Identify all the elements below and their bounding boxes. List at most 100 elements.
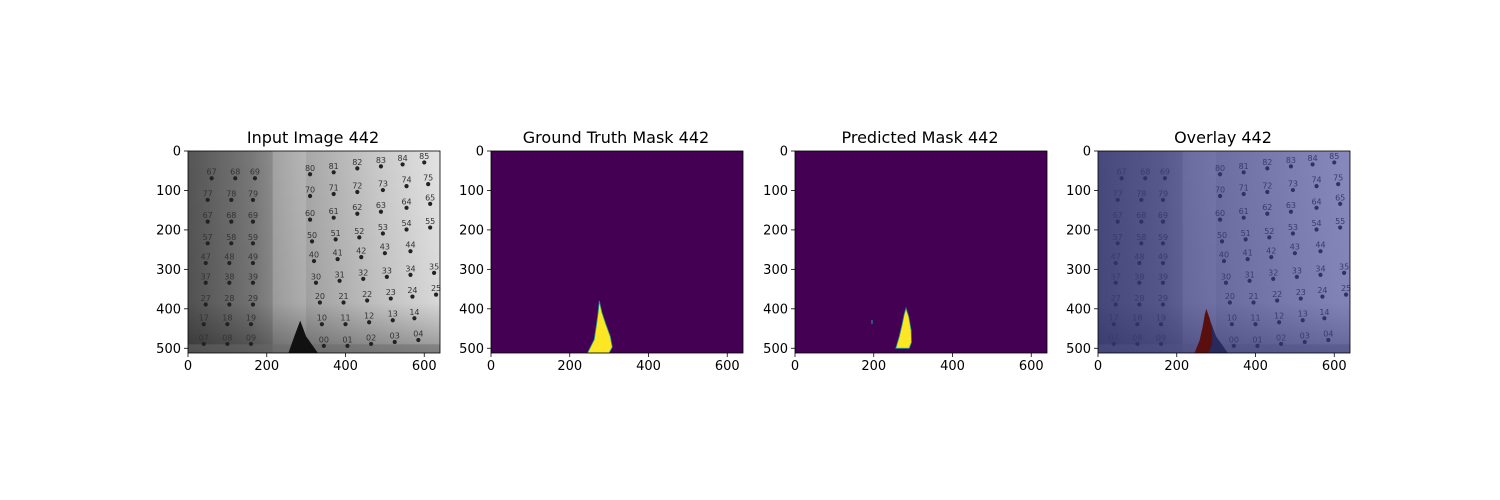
marker-dot bbox=[343, 322, 348, 327]
x-tick-label: 0 bbox=[791, 359, 799, 374]
marker-number: 00 bbox=[319, 335, 329, 344]
marker-number: 79 bbox=[248, 189, 258, 198]
marker-dot bbox=[250, 302, 256, 307]
marker-number: 54 bbox=[401, 219, 411, 228]
marker-number: 20 bbox=[315, 292, 325, 301]
marker-number: 43 bbox=[380, 243, 390, 252]
panel-title: Input Image 442 bbox=[247, 128, 379, 147]
marker-number: 28 bbox=[224, 294, 234, 303]
marker-dot bbox=[422, 160, 427, 165]
marker-dot bbox=[345, 343, 350, 348]
marker-dot bbox=[250, 280, 256, 285]
marker-number: 27 bbox=[201, 294, 211, 303]
y-tick-label: 300 bbox=[1066, 263, 1091, 278]
axes-frame bbox=[490, 150, 744, 354]
marker-number: 63 bbox=[376, 201, 386, 210]
marker-dot bbox=[209, 176, 214, 181]
marker-dot bbox=[368, 341, 374, 347]
marker-dot bbox=[250, 197, 256, 203]
marker-number: 58 bbox=[226, 233, 236, 242]
marker-dot bbox=[378, 164, 384, 169]
axes-frame bbox=[1097, 150, 1351, 354]
marker-number: 01 bbox=[342, 335, 352, 344]
marker-dot bbox=[319, 322, 324, 327]
marker-number: 33 bbox=[382, 266, 392, 275]
marker-number: 41 bbox=[333, 249, 343, 258]
marker-dot bbox=[428, 225, 433, 230]
axes: 0 200 400 600 0 100 200 300 400 500 bbox=[459, 145, 744, 374]
marker-number: 67 bbox=[207, 168, 217, 177]
marker-number: 51 bbox=[331, 229, 341, 238]
marker-number: 52 bbox=[354, 227, 364, 236]
marker-number: 23 bbox=[386, 288, 396, 297]
marker-dot bbox=[227, 260, 232, 266]
marker-dot bbox=[337, 278, 342, 283]
y-tick-label: 200 bbox=[459, 223, 484, 238]
axes: 0 200 400 600 0 100 200 300 400 500 bbox=[1066, 145, 1351, 374]
marker-number: 42 bbox=[356, 247, 366, 256]
marker-number: 48 bbox=[224, 253, 234, 262]
x-tick-label: 400 bbox=[940, 359, 965, 374]
marker-number: 21 bbox=[338, 292, 348, 301]
y-tick-label: 400 bbox=[156, 302, 181, 317]
marker-number: 80 bbox=[305, 164, 315, 173]
y-tick-label: 400 bbox=[459, 302, 484, 317]
x-tick-label: 200 bbox=[254, 359, 279, 374]
marker-number: 10 bbox=[317, 314, 327, 323]
marker-dot bbox=[309, 239, 315, 244]
marker-number: 18 bbox=[222, 314, 232, 323]
mask-speck bbox=[871, 319, 873, 324]
marker-dot bbox=[428, 201, 433, 206]
marker-number: 69 bbox=[250, 168, 260, 177]
marker-number: 37 bbox=[201, 272, 211, 281]
marker-number: 09 bbox=[246, 333, 256, 342]
marker-dot bbox=[225, 322, 230, 327]
overlay-tint bbox=[1098, 151, 1350, 353]
marker-dot bbox=[355, 189, 360, 195]
overlay-mask-region bbox=[1194, 308, 1213, 353]
marker-dot bbox=[252, 176, 258, 181]
x-tick-label: 600 bbox=[1322, 359, 1347, 374]
y-tick-label: 100 bbox=[156, 184, 181, 199]
x-tick-label: 200 bbox=[557, 359, 582, 374]
x-tick-label: 0 bbox=[1094, 359, 1102, 374]
marker-number: 03 bbox=[390, 331, 400, 340]
image-area: 67 68 69 80 81 82 83 84 85 77 78 79 70 71 72 73 74 75 67 68… bbox=[188, 151, 441, 353]
marker-dot bbox=[404, 205, 409, 210]
marker-number: 68 bbox=[226, 211, 236, 220]
y-tick-label: 500 bbox=[156, 342, 181, 357]
image-area bbox=[491, 151, 743, 354]
y-tick-label: 0 bbox=[1083, 145, 1091, 160]
marker-number: 72 bbox=[352, 182, 362, 191]
marker-number: 53 bbox=[378, 223, 388, 232]
marker-number: 50 bbox=[307, 231, 317, 240]
y-tick-label: 300 bbox=[763, 263, 788, 278]
x-tick-label: 200 bbox=[861, 359, 886, 374]
dark-wedge bbox=[288, 320, 318, 353]
mask-background bbox=[795, 151, 1047, 353]
marker-dot bbox=[331, 215, 336, 220]
marker-number: 19 bbox=[246, 314, 256, 323]
marker-dot bbox=[227, 280, 232, 285]
marker-dot bbox=[390, 318, 395, 323]
marker-number: 38 bbox=[224, 272, 234, 281]
marker-number: 77 bbox=[203, 189, 213, 198]
marker-number: 02 bbox=[366, 333, 376, 342]
marker-dot bbox=[313, 280, 319, 285]
marker-number: 82 bbox=[352, 158, 362, 167]
marker-number: 24 bbox=[407, 286, 417, 295]
marker-dot bbox=[416, 337, 421, 343]
marker-dot bbox=[248, 341, 254, 347]
marker-dot bbox=[412, 316, 417, 321]
image-area bbox=[795, 151, 1047, 353]
y-tick-label: 0 bbox=[780, 145, 788, 160]
x-tick-label: 0 bbox=[487, 359, 495, 374]
panel-input-image: Input Image 442 67 68 69 80 81 82 83 84 85 77 78 79… bbox=[156, 128, 441, 374]
marker-number: 59 bbox=[248, 233, 258, 242]
marker-dot bbox=[388, 296, 393, 301]
marker-dot bbox=[317, 300, 323, 305]
marker-number: 64 bbox=[401, 197, 411, 206]
marker-number: 17 bbox=[199, 314, 209, 323]
axes-frame bbox=[794, 150, 1048, 354]
x-tick-label: 600 bbox=[1019, 359, 1044, 374]
